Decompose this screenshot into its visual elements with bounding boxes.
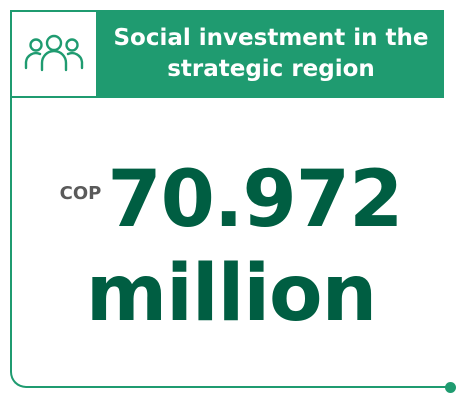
card-title: Social investment in the strategic regio…: [113, 25, 429, 82]
people-group-icon: [24, 34, 84, 72]
currency-label: COP: [59, 183, 102, 204]
unit-label: million: [85, 249, 377, 339]
icon-box: [10, 10, 98, 98]
card-frame: [10, 10, 452, 388]
frame-end-dot: [445, 382, 456, 393]
value-line: COP 70.972: [10, 150, 452, 250]
header-banner: Social investment in the strategic regio…: [98, 10, 444, 98]
amount-value: 70.972: [107, 155, 403, 245]
value-block: COP 70.972 million: [10, 150, 452, 344]
